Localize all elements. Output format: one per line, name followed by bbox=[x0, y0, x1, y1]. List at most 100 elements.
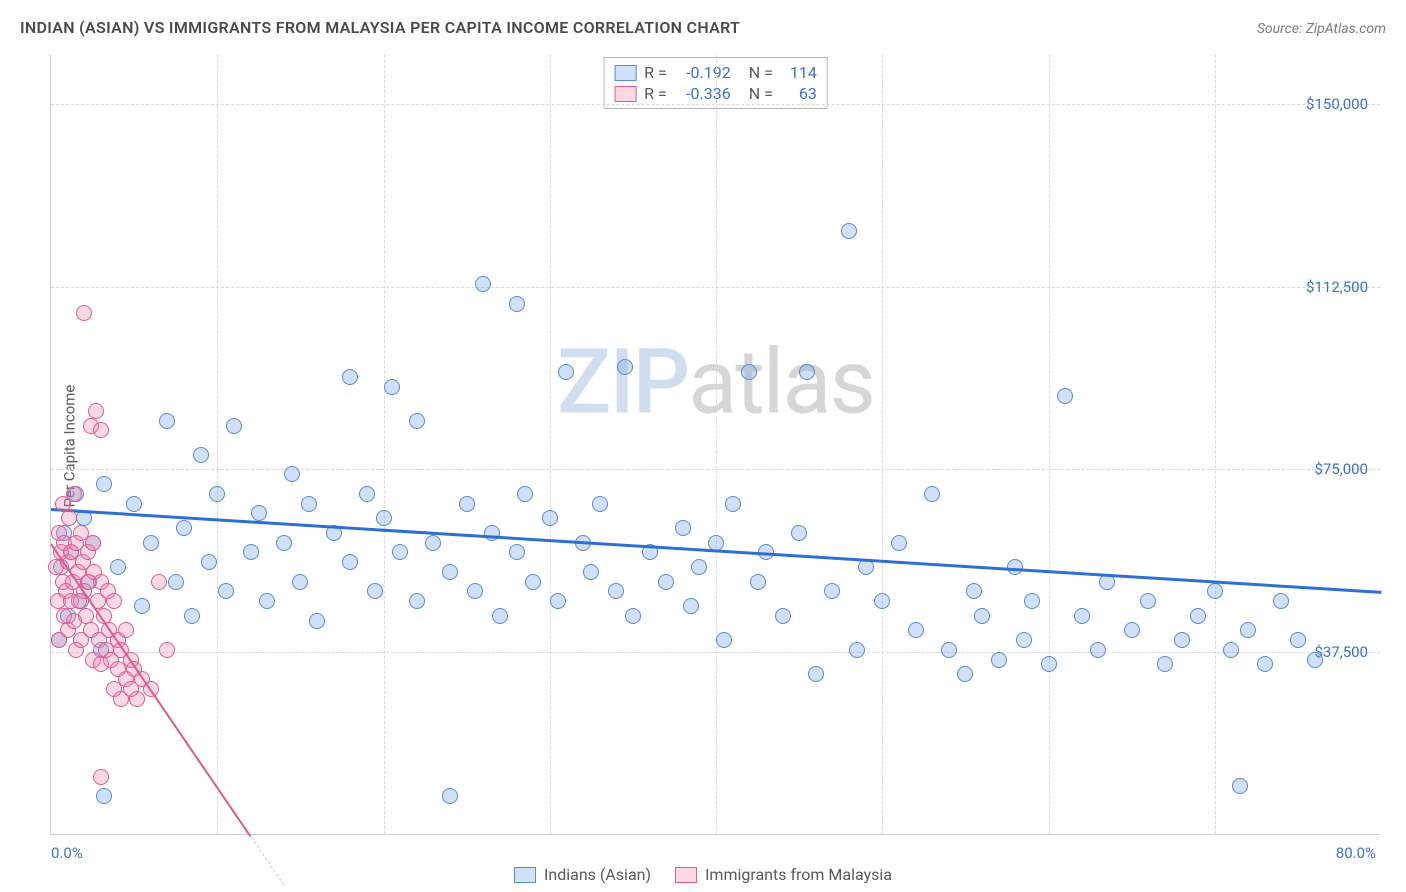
data-point-indians bbox=[1223, 642, 1239, 658]
data-point-indians bbox=[243, 544, 259, 560]
data-point-indians bbox=[1232, 778, 1248, 794]
data-point-indians bbox=[442, 788, 458, 804]
data-point-indians bbox=[1307, 652, 1323, 668]
data-point-malaysia bbox=[159, 642, 175, 658]
data-point-malaysia bbox=[106, 593, 122, 609]
legend-swatch bbox=[614, 86, 636, 102]
data-point-indians bbox=[96, 476, 112, 492]
data-point-indians bbox=[459, 496, 475, 512]
data-point-indians bbox=[874, 593, 890, 609]
data-point-indians bbox=[824, 583, 840, 599]
data-point-malaysia bbox=[78, 608, 94, 624]
r-label: R = bbox=[644, 63, 667, 82]
gridline-vertical bbox=[1049, 55, 1050, 834]
legend-swatch bbox=[514, 867, 536, 883]
data-point-indians bbox=[143, 535, 159, 551]
data-point-indians bbox=[1257, 656, 1273, 672]
data-point-indians bbox=[725, 496, 741, 512]
gridline-vertical bbox=[716, 55, 717, 834]
data-point-indians bbox=[625, 608, 641, 624]
y-tick-label: $150,000 bbox=[1306, 95, 1368, 113]
data-point-indians bbox=[492, 608, 508, 624]
data-point-indians bbox=[683, 598, 699, 614]
data-point-indians bbox=[741, 364, 757, 380]
data-point-indians bbox=[193, 447, 209, 463]
data-point-indians bbox=[226, 418, 242, 434]
data-point-indians bbox=[891, 535, 907, 551]
data-point-indians bbox=[209, 486, 225, 502]
source-label: Source: ZipAtlas.com bbox=[1257, 21, 1386, 37]
data-point-indians bbox=[409, 413, 425, 429]
data-point-indians bbox=[409, 593, 425, 609]
gridline-vertical bbox=[384, 55, 385, 834]
data-point-indians bbox=[1273, 593, 1289, 609]
data-point-indians bbox=[259, 593, 275, 609]
data-point-indians bbox=[201, 554, 217, 570]
data-point-indians bbox=[750, 574, 766, 590]
data-point-indians bbox=[974, 608, 990, 624]
legend-label: Immigrants from Malaysia bbox=[705, 865, 892, 884]
data-point-indians bbox=[292, 574, 308, 590]
data-point-indians bbox=[550, 593, 566, 609]
data-point-indians bbox=[284, 466, 300, 482]
data-point-indians bbox=[1157, 656, 1173, 672]
data-point-indians bbox=[218, 583, 234, 599]
data-point-indians bbox=[176, 520, 192, 536]
data-point-indians bbox=[1174, 632, 1190, 648]
data-point-indians bbox=[342, 554, 358, 570]
data-point-indians bbox=[1290, 632, 1306, 648]
data-point-indians bbox=[957, 666, 973, 682]
data-point-indians bbox=[1024, 593, 1040, 609]
data-point-malaysia bbox=[85, 535, 101, 551]
data-point-indians bbox=[1124, 622, 1140, 638]
data-point-indians bbox=[168, 574, 184, 590]
data-point-indians bbox=[96, 788, 112, 804]
data-point-malaysia bbox=[88, 403, 104, 419]
data-point-indians bbox=[691, 559, 707, 575]
data-point-indians bbox=[110, 559, 126, 575]
data-point-indians bbox=[475, 276, 491, 292]
legend-item-indians: Indians (Asian) bbox=[514, 865, 651, 884]
gridline-vertical bbox=[882, 55, 883, 834]
data-point-indians bbox=[542, 510, 558, 526]
watermark-zip: ZIP bbox=[557, 330, 688, 435]
y-tick-label: $112,500 bbox=[1306, 278, 1368, 296]
data-point-indians bbox=[309, 613, 325, 629]
legend-label: Indians (Asian) bbox=[544, 865, 651, 884]
data-point-indians bbox=[1240, 622, 1256, 638]
data-point-indians bbox=[159, 413, 175, 429]
data-point-indians bbox=[1041, 656, 1057, 672]
data-point-indians bbox=[1190, 608, 1206, 624]
data-point-indians bbox=[791, 525, 807, 541]
legend-item-malaysia: Immigrants from Malaysia bbox=[675, 865, 892, 884]
data-point-indians bbox=[517, 486, 533, 502]
y-tick-label: $75,000 bbox=[1314, 460, 1368, 478]
data-point-indians bbox=[126, 496, 142, 512]
data-point-indians bbox=[525, 574, 541, 590]
r-value: -0.192 bbox=[675, 63, 731, 82]
data-point-indians bbox=[392, 544, 408, 560]
data-point-indians bbox=[658, 574, 674, 590]
data-point-malaysia bbox=[93, 769, 109, 785]
data-point-indians bbox=[359, 486, 375, 502]
data-point-indians bbox=[608, 583, 624, 599]
data-point-indians bbox=[908, 622, 924, 638]
x-tick-label: 80.0% bbox=[1336, 844, 1376, 862]
gridline-vertical bbox=[550, 55, 551, 834]
scatter-plot: ZIPatlas R =-0.192N =114R =-0.336N =63 $… bbox=[50, 55, 1380, 835]
data-point-indians bbox=[251, 505, 267, 521]
data-point-indians bbox=[425, 535, 441, 551]
data-point-malaysia bbox=[66, 486, 82, 502]
trend-line bbox=[184, 738, 285, 885]
data-point-indians bbox=[442, 564, 458, 580]
data-point-indians bbox=[467, 583, 483, 599]
data-point-indians bbox=[558, 364, 574, 380]
data-point-indians bbox=[849, 642, 865, 658]
data-point-indians bbox=[1140, 593, 1156, 609]
legend-swatch bbox=[614, 65, 636, 81]
data-point-indians bbox=[841, 223, 857, 239]
data-point-indians bbox=[376, 510, 392, 526]
data-point-indians bbox=[384, 379, 400, 395]
gridline-vertical bbox=[217, 55, 218, 834]
n-label: N = bbox=[749, 84, 773, 103]
